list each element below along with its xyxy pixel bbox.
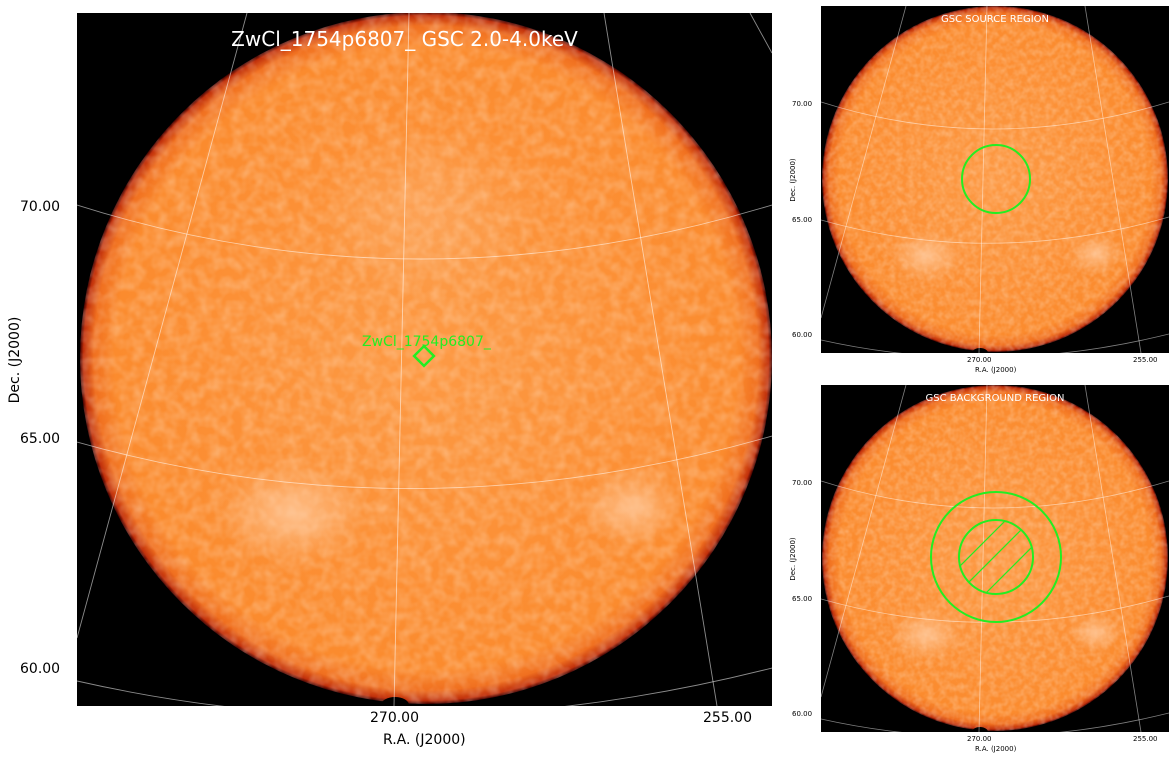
- coordinate-grid: [821, 385, 1169, 732]
- main-ylabel: Dec. (J2000): [7, 316, 23, 404]
- main-ytick-60: 60.00: [20, 661, 61, 677]
- src-ytick-70: 70.00: [792, 100, 813, 108]
- source-label: ZwCl_1754p6807_: [362, 334, 491, 350]
- main-xtick-255: 255.00: [703, 710, 752, 726]
- bkg-ytick-70: 70.00: [792, 479, 813, 487]
- src-ytick-65: 65.00: [792, 216, 813, 224]
- main-xlabel: R.A. (J2000): [383, 732, 466, 748]
- src-xtick-270: 270.00: [967, 356, 992, 364]
- main-ytick-65: 65.00: [20, 431, 61, 447]
- main-xtick-270: 270.00: [370, 710, 419, 726]
- main-image: [77, 13, 772, 706]
- source-region-panel[interactable]: GSC SOURCE REGION: [821, 6, 1169, 353]
- src-xlabel: R.A. (J2000): [975, 366, 1017, 374]
- background-region-image: [821, 385, 1169, 732]
- src-ytick-60: 60.00: [792, 331, 813, 339]
- bkg-ytick-65: 65.00: [792, 595, 813, 603]
- bkg-xtick-270: 270.00: [967, 735, 992, 743]
- diamond-marker: [412, 344, 436, 368]
- circle-region: [961, 144, 1031, 214]
- coordinate-grid: [77, 13, 772, 706]
- background-region-panel[interactable]: GSC BACKGROUND REGION: [821, 385, 1169, 732]
- main-ytick-70: 70.00: [20, 199, 61, 215]
- coordinate-grid: [821, 6, 1169, 353]
- src-ylabel: Dec. (J2000): [789, 158, 797, 202]
- bkg-xlabel: R.A. (J2000): [975, 745, 1017, 753]
- main-image-panel[interactable]: ZwCl_1754p6807_ GSC 2.0-4.0keV ZwCl_1754…: [77, 13, 772, 706]
- source-region-image: [821, 6, 1169, 353]
- bkg-xtick-255: 255.00: [1133, 735, 1158, 743]
- bkg-ytick-60: 60.00: [792, 710, 813, 718]
- src-xtick-255: 255.00: [1133, 356, 1158, 364]
- bkg-ylabel: Dec. (J2000): [789, 537, 797, 581]
